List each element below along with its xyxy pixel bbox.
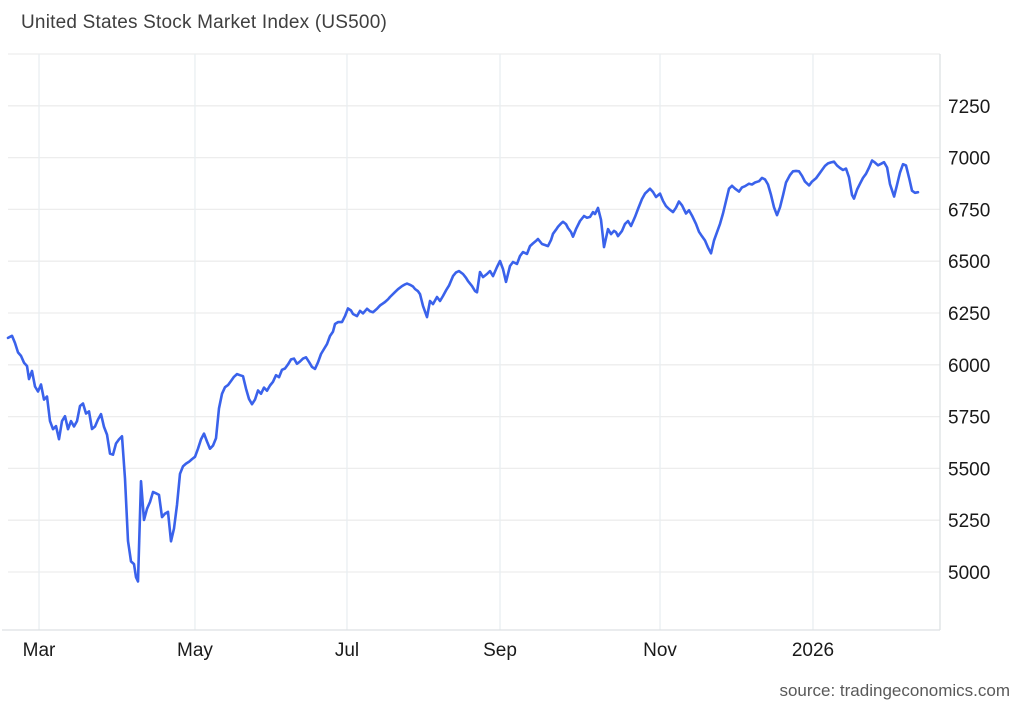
y-tick-label: 6500 [948, 252, 990, 273]
x-tick-label: Mar [23, 640, 56, 661]
y-tick-label: 6750 [948, 200, 990, 221]
price-series-line [6, 159, 920, 583]
y-tick-label: 7250 [948, 97, 990, 118]
source-attribution: source: tradingeconomics.com [779, 681, 1010, 700]
x-tick-label: Jul [335, 640, 359, 661]
x-tick-label: May [177, 640, 213, 661]
y-tick-label: 6250 [948, 304, 990, 325]
x-tick-label: 2026 [792, 640, 834, 661]
y-tick-label: 7000 [948, 149, 990, 170]
x-tick-label: Nov [643, 640, 677, 661]
y-tick-label: 5250 [948, 511, 990, 532]
y-tick-label: 5000 [948, 563, 990, 584]
y-tick-label: 6000 [948, 356, 990, 377]
x-tick-label: Sep [483, 640, 517, 661]
y-tick-label: 5750 [948, 408, 990, 429]
chart-title: United States Stock Market Index (US500) [21, 12, 387, 33]
y-tick-label: 5500 [948, 459, 990, 480]
